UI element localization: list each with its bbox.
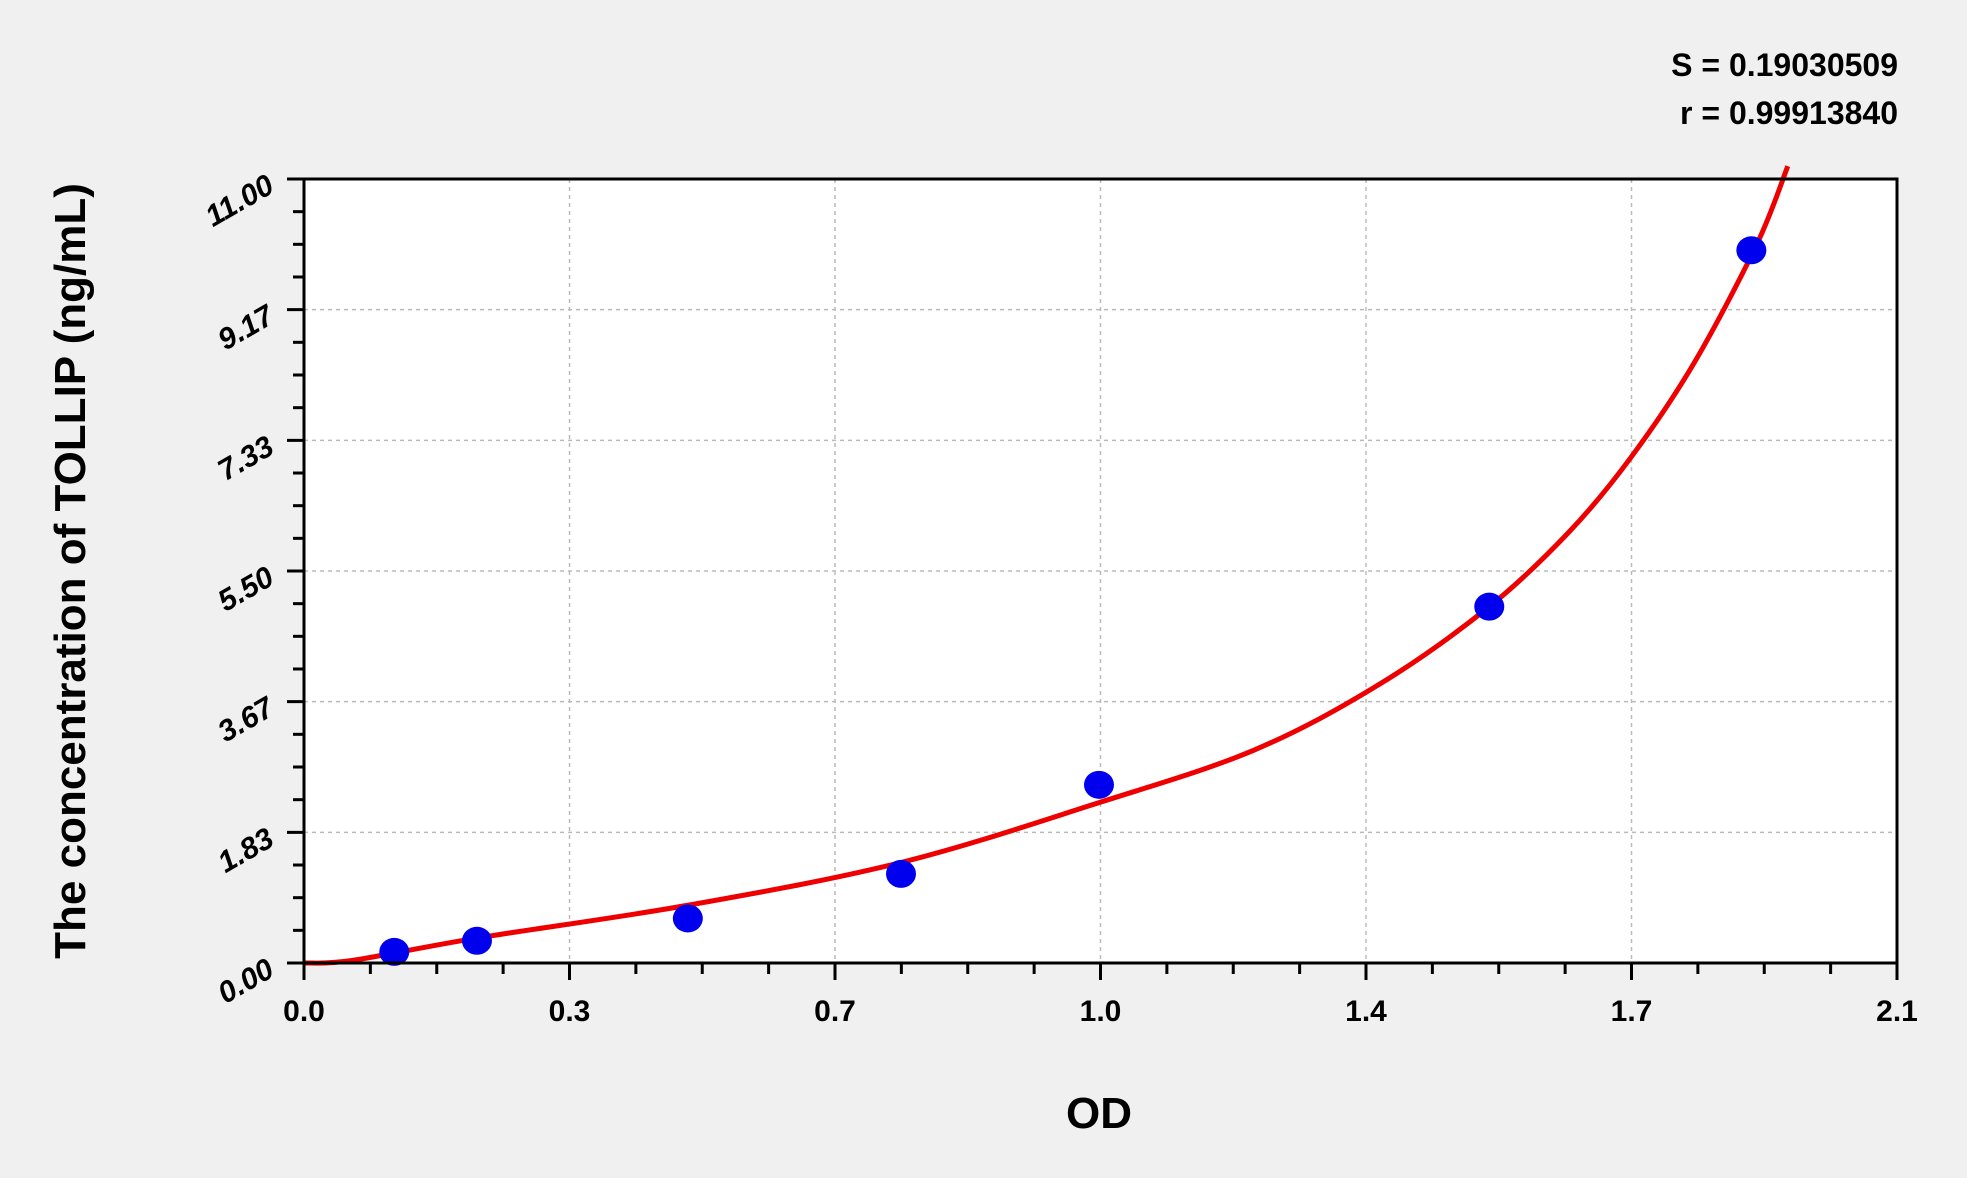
- x-tick-label: 0.3: [549, 995, 591, 1028]
- x-axis-label: OD: [1066, 1089, 1132, 1138]
- y-tick-label: 0.00: [212, 952, 279, 1010]
- y-axis-label: The concentration of TOLLIP (ng/mL): [46, 183, 95, 959]
- x-tick-label: 1.0: [1080, 995, 1122, 1028]
- ticks: [287, 177, 1899, 980]
- y-tick-label: 1.83: [212, 822, 279, 880]
- data-point: [1083, 770, 1114, 799]
- x-tick-label: 0.7: [814, 995, 856, 1028]
- x-tick-label: 0.0: [283, 995, 325, 1028]
- annotation-s: S = 0.19030509: [1671, 47, 1898, 83]
- data-point: [672, 904, 703, 933]
- grid: [304, 179, 1897, 963]
- y-tick-label: 5.50: [212, 560, 279, 618]
- y-tick-labels: 0.00 1.83 3.67 5.50 7.33 9.17 11.00: [200, 168, 281, 1010]
- data-point: [379, 937, 410, 966]
- y-tick-label: 11.00: [200, 168, 280, 233]
- fit-curve-layer: [303, 165, 1791, 966]
- y-tick-label: 3.67: [212, 690, 280, 748]
- y-tick-label: 9.17: [212, 298, 280, 356]
- data-point: [1736, 236, 1767, 265]
- data-point: [1474, 592, 1505, 621]
- x-tick-label: 1.4: [1345, 995, 1387, 1028]
- data-point: [461, 926, 492, 955]
- x-tick-label: 1.7: [1611, 995, 1653, 1028]
- x-tick-label: 2.1: [1876, 995, 1918, 1028]
- y-tick-label: 7.33: [212, 430, 279, 488]
- points-layer: [379, 236, 1767, 966]
- annotation-r: r = 0.99913840: [1680, 95, 1898, 131]
- fit-curve: [303, 165, 1791, 966]
- data-point: [885, 859, 916, 888]
- x-tick-labels: 0.0 0.3 0.7 1.0 1.4 1.7 2.1: [283, 995, 1918, 1028]
